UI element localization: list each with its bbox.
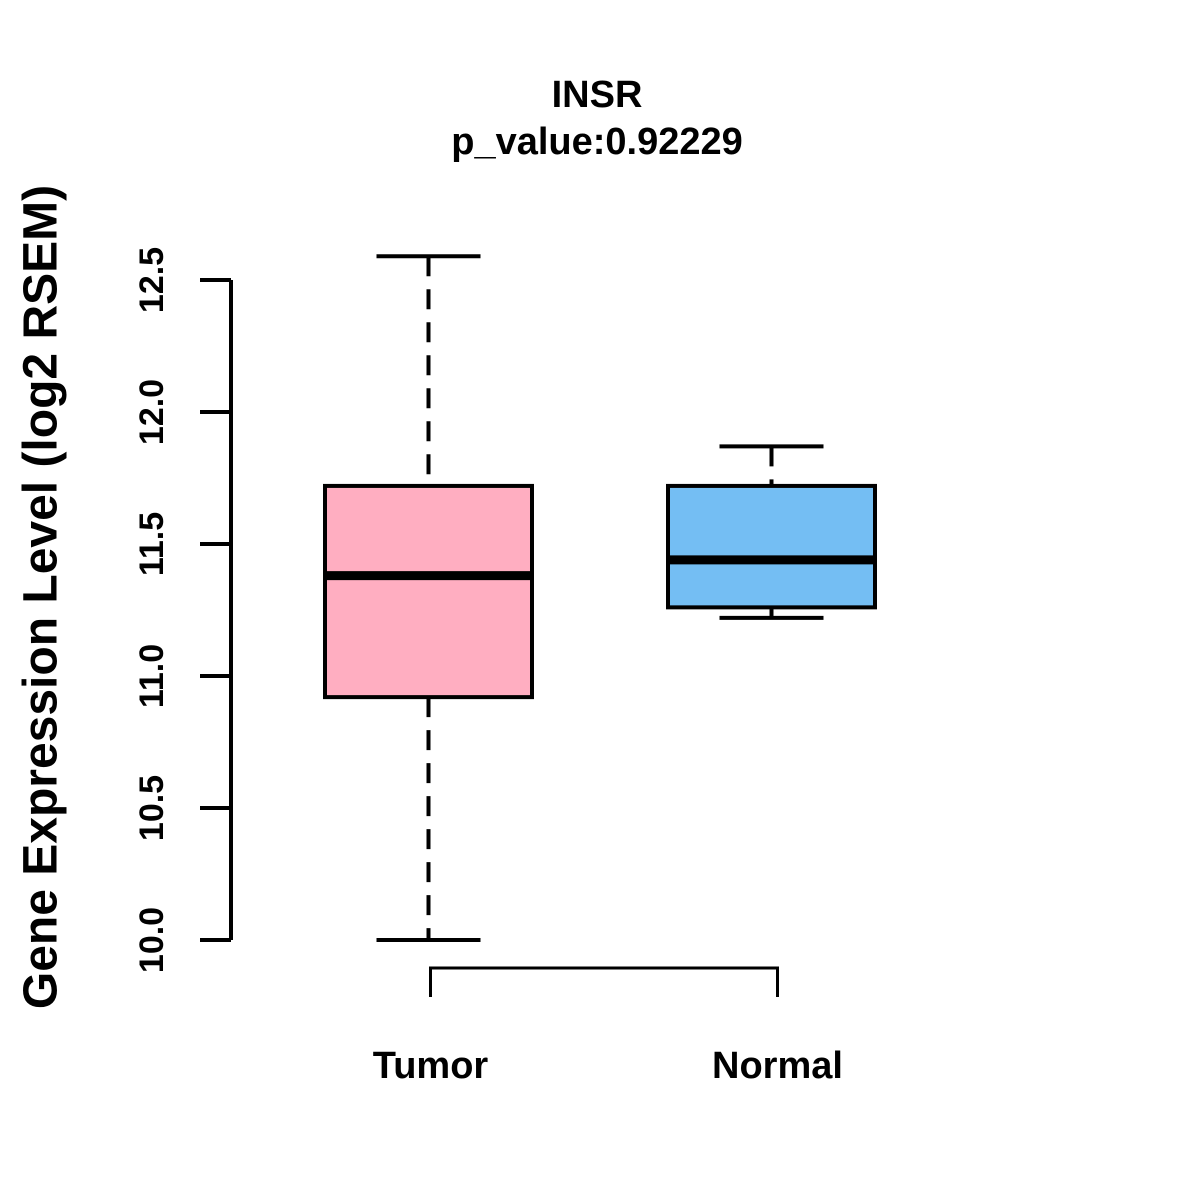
comparison-bracket [429,966,779,997]
tumor-box [323,483,534,700]
chart-title: INSR [551,74,643,116]
y-tick-label: 12.0 [133,379,171,445]
category-label: Normal [712,1045,843,1087]
chart-subtitle: p_value:0.92229 [451,121,743,163]
y-tick-label: 10.5 [133,775,171,841]
category-label: Tumor [373,1045,489,1087]
y-tick-label: 12.5 [133,247,171,313]
y-tick-label: 11.5 [133,512,171,576]
y-tick-label: 10.0 [133,907,171,973]
normal-box [666,483,877,610]
chart-title-block: INSR p_value:0.92229 [451,72,743,166]
y-axis-title: Gene Expression Level (log2 RSEM) [14,184,68,1010]
y-tick-label: 11.0 [133,644,171,708]
